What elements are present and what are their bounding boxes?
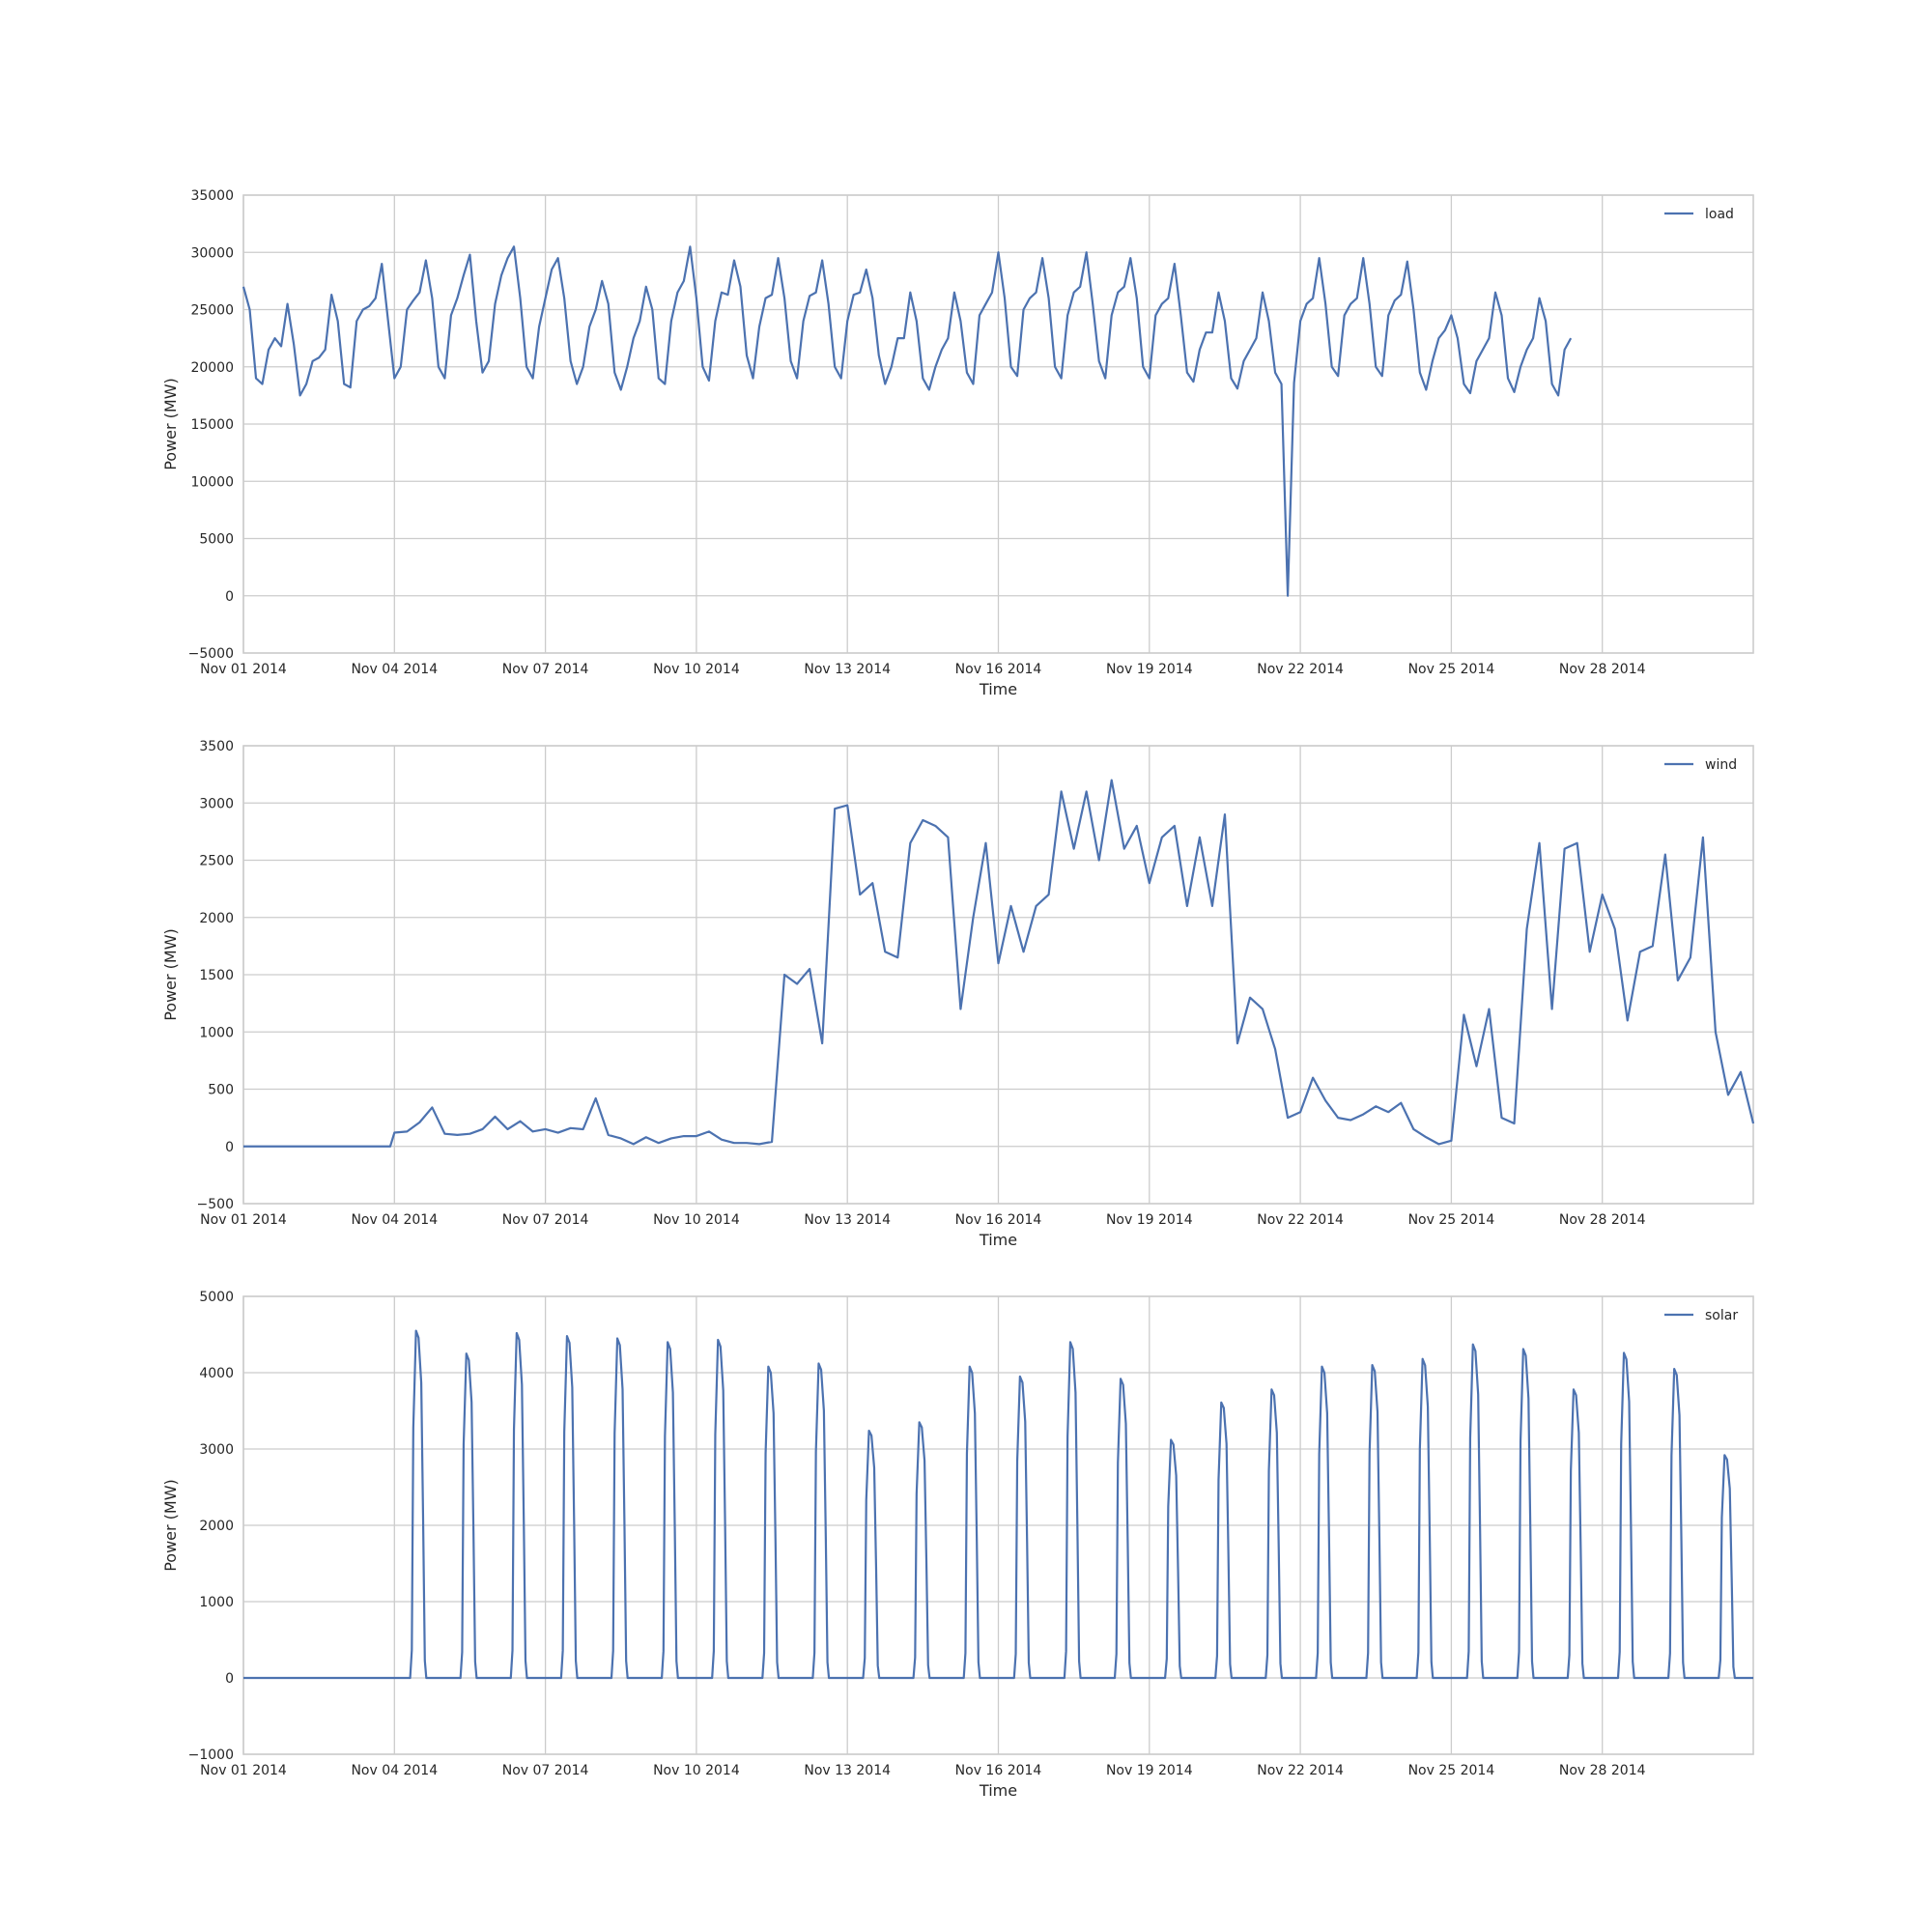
- y-tick-label: 2000: [199, 911, 234, 926]
- y-tick-label: −1000: [188, 1747, 234, 1763]
- y-tick-labels: −1000 0 1000 2000 3000 4000 5000: [188, 1290, 234, 1763]
- y-axis-label: Power (MW): [161, 378, 180, 470]
- x-tick-label: Nov 28 2014: [1559, 1763, 1646, 1778]
- legend-label: solar: [1705, 1308, 1738, 1323]
- x-tick-label: Nov 19 2014: [1106, 1763, 1193, 1778]
- x-tick-labels: Nov 01 2014 Nov 04 2014 Nov 07 2014 Nov 10 …: [200, 1763, 1645, 1778]
- y-tick-labels: −500 0 500 1000 1500 2000 2500 3000 3500: [197, 739, 234, 1212]
- x-tick-label: Nov 16 2014: [955, 1212, 1042, 1228]
- x-axis-label: Time: [979, 1231, 1017, 1249]
- x-tick-labels: Nov 01 2014 Nov 04 2014 Nov 07 2014 Nov 10 …: [200, 662, 1645, 677]
- x-tick-label: Nov 01 2014: [200, 1763, 287, 1778]
- x-tick-labels: Nov 01 2014 Nov 04 2014 Nov 07 2014 Nov 10 …: [200, 1212, 1645, 1228]
- legend-label: load: [1705, 207, 1734, 222]
- x-tick-label: Nov 10 2014: [653, 662, 740, 677]
- y-tick-label: 0: [225, 589, 234, 605]
- y-tick-label: 4000: [199, 1366, 234, 1381]
- x-tick-label: Nov 19 2014: [1106, 662, 1193, 677]
- legend-label: wind: [1705, 757, 1737, 773]
- x-tick-label: Nov 13 2014: [804, 662, 891, 677]
- x-tick-label: Nov 01 2014: [200, 662, 287, 677]
- x-tick-label: Nov 25 2014: [1408, 1763, 1495, 1778]
- y-tick-label: 3000: [199, 1442, 234, 1458]
- x-tick-label: Nov 04 2014: [351, 1763, 438, 1778]
- y-tick-label: 2500: [199, 854, 234, 869]
- x-tick-label: Nov 04 2014: [351, 1212, 438, 1228]
- y-tick-label: 500: [208, 1083, 234, 1098]
- y-tick-label: 1500: [199, 968, 234, 983]
- x-tick-label: Nov 10 2014: [653, 1763, 740, 1778]
- plot-frame: [242, 194, 1754, 654]
- x-tick-label: Nov 16 2014: [955, 1763, 1042, 1778]
- y-axis-label: Power (MW): [161, 1479, 180, 1572]
- x-tick-label: Nov 07 2014: [502, 1212, 589, 1228]
- x-tick-label: Nov 16 2014: [955, 662, 1042, 677]
- y-axis-label: Power (MW): [161, 928, 180, 1021]
- y-tick-label: 0: [225, 1140, 234, 1155]
- y-tick-label: 1000: [199, 1595, 234, 1610]
- chart-panel-2: −500 0 500 1000 1500 2000 2500 3000 3500 Nov 01 2…: [161, 739, 1755, 1249]
- plot-frame: [242, 745, 1754, 1205]
- x-tick-label: Nov 07 2014: [502, 662, 589, 677]
- x-tick-label: Nov 28 2014: [1559, 1212, 1646, 1228]
- series-line-load: [242, 245, 1573, 597]
- y-tick-label: 30000: [190, 245, 234, 261]
- y-tick-label: 3000: [199, 796, 234, 811]
- x-tick-label: Nov 13 2014: [804, 1763, 891, 1778]
- plot-frame: [242, 1295, 1754, 1755]
- y-tick-label: 5000: [199, 1290, 234, 1305]
- y-tick-label: 5000: [199, 532, 234, 548]
- y-tick-label: 1000: [199, 1025, 234, 1040]
- y-tick-labels: −5000 0 5000 10000 15000 20000 25000 30000 35000: [188, 188, 234, 662]
- x-axis-label: Time: [979, 1781, 1017, 1800]
- x-tick-label: Nov 22 2014: [1257, 1212, 1344, 1228]
- legend: solar: [1664, 1308, 1738, 1323]
- y-tick-label: 10000: [190, 474, 234, 490]
- x-tick-label: Nov 10 2014: [653, 1212, 740, 1228]
- x-tick-label: Nov 04 2014: [351, 662, 438, 677]
- subplot-stack: −500005000100001500020000250003000035000…: [161, 188, 1755, 1800]
- x-tick-label: Nov 13 2014: [804, 1212, 891, 1228]
- x-tick-label: Nov 22 2014: [1257, 1763, 1344, 1778]
- y-tick-label: 35000: [190, 188, 234, 204]
- x-tick-label: Nov 07 2014: [502, 1763, 589, 1778]
- y-tick-label: −500: [197, 1197, 234, 1212]
- series-line-solar: [243, 1329, 1753, 1680]
- legend: load: [1664, 207, 1734, 222]
- y-tick-label: 2000: [199, 1519, 234, 1534]
- series-line-wind: [243, 779, 1755, 1148]
- x-tick-label: Nov 25 2014: [1408, 1212, 1495, 1228]
- x-tick-label: Nov 25 2014: [1408, 662, 1495, 677]
- y-tick-label: 15000: [190, 417, 234, 433]
- legend: wind: [1664, 757, 1737, 773]
- y-tick-label: 0: [225, 1671, 234, 1687]
- y-tick-label: 3500: [199, 739, 234, 754]
- y-tick-label: −5000: [188, 646, 234, 662]
- x-tick-label: Nov 22 2014: [1257, 662, 1344, 677]
- x-tick-label: Nov 28 2014: [1559, 662, 1646, 677]
- x-tick-label: Nov 19 2014: [1106, 1212, 1193, 1228]
- x-axis-label: Time: [979, 680, 1017, 698]
- y-tick-label: 25000: [190, 303, 234, 319]
- x-tick-label: Nov 01 2014: [200, 1212, 287, 1228]
- y-tick-label: 20000: [190, 360, 234, 376]
- chart-panel-1: −5000 0 5000 10000 15000 20000 25000 30000 35000…: [161, 188, 1754, 698]
